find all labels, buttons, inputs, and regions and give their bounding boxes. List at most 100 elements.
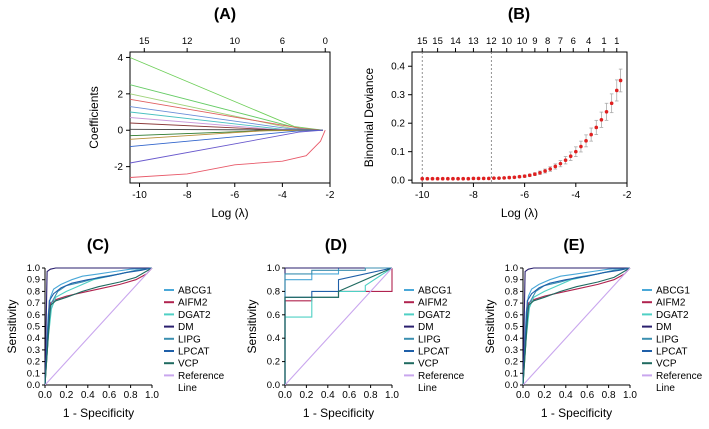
panel-label-b: (B) bbox=[508, 6, 530, 23]
deviance-point bbox=[563, 158, 568, 163]
coef-path-0 bbox=[129, 57, 323, 131]
legend-label-aifm2: AIFM2 bbox=[418, 298, 448, 309]
x-tick-label: 0.4 bbox=[559, 390, 573, 401]
deviance-point bbox=[466, 176, 471, 181]
deviance-point bbox=[430, 176, 435, 181]
deviance-point bbox=[507, 175, 512, 180]
legend-label-vcp: VCP bbox=[656, 359, 677, 370]
roc-plot-d: 0.0 0.2 0.4 0.6 0.8 1.0 0.0 0.2 0.4 0.6 0.8 1.0 1 - … bbox=[245, 263, 399, 420]
top-tick-label: 7 bbox=[558, 36, 563, 47]
x-tick-label: -6 bbox=[520, 190, 529, 201]
legend-label-vcp: VCP bbox=[178, 359, 199, 370]
roc-curve-vcp bbox=[284, 267, 393, 385]
deviance-point bbox=[568, 154, 573, 159]
x-axis-label: 1 - Specificity bbox=[63, 406, 134, 420]
x-tick-label: 0.4 bbox=[81, 390, 95, 401]
y-axis-label: Coefficients bbox=[87, 86, 101, 148]
x-axis-label: 1 - Specificity bbox=[303, 406, 374, 420]
y-tick-label: 0.0 bbox=[27, 380, 40, 391]
roc-curve-reference-line bbox=[44, 267, 153, 386]
roc-curve-aifm2 bbox=[44, 267, 153, 386]
deviance-point bbox=[425, 176, 430, 181]
top-tick-label: 4 bbox=[586, 36, 591, 47]
y-axis-label: Sensitivity bbox=[245, 299, 259, 353]
deviance-point bbox=[517, 174, 522, 179]
top-tick-label: 10 bbox=[229, 36, 240, 47]
y-tick-label: 0.1 bbox=[27, 368, 40, 379]
y-tick-label: 0.0 bbox=[505, 380, 518, 391]
binomial-deviance-plot: -10 -8 -6 -4 -20.00.10.20.30.415 15 14 13 12 10 10… bbox=[362, 36, 632, 220]
deviance-point bbox=[618, 78, 623, 83]
y-tick-label: 0.5 bbox=[505, 322, 518, 333]
deviance-point bbox=[435, 176, 440, 181]
x-tick-label: 0.2 bbox=[537, 390, 551, 401]
legend-label-dgat2: DGAT2 bbox=[178, 310, 211, 321]
legend-label-aifm2: AIFM2 bbox=[178, 298, 208, 309]
deviance-point bbox=[461, 176, 465, 181]
y-axis-label: Sensitivity bbox=[5, 299, 19, 353]
deviance-point bbox=[440, 176, 445, 181]
deviance-point bbox=[512, 175, 517, 180]
plot-frame bbox=[129, 51, 331, 184]
top-tick-label: 12 bbox=[182, 36, 193, 47]
roc-plot-c: 0.0 0.2 0.4 0.6 0.8 1.00.00.10.20.30.40.50.60… bbox=[5, 263, 159, 420]
top-tick-label: 12 bbox=[486, 36, 497, 47]
legend-label-abcg1: ABCG1 bbox=[418, 286, 452, 297]
y-tick-label: 0.0 bbox=[267, 380, 280, 391]
legend-label-dm: DM bbox=[418, 322, 434, 333]
top-tick-label: 6 bbox=[280, 36, 285, 47]
y-axis-label: Sensitivity bbox=[483, 299, 497, 353]
y-tick-label: 0.8 bbox=[267, 286, 280, 297]
x-axis-label: Log (λ) bbox=[211, 206, 248, 220]
x-tick-label: 0.8 bbox=[364, 390, 378, 401]
x-tick-label: 1.0 bbox=[385, 390, 399, 401]
x-tick-label: -10 bbox=[132, 190, 147, 201]
y-tick-label: 4 bbox=[117, 53, 123, 64]
y-tick-label: 0.9 bbox=[505, 275, 518, 286]
top-tick-label: 1 bbox=[601, 36, 606, 47]
deviance-point bbox=[594, 125, 599, 130]
y-tick-label: 0.2 bbox=[267, 357, 280, 368]
y-tick-label: -2 bbox=[114, 162, 123, 173]
legend-label-dgat2: DGAT2 bbox=[656, 310, 689, 321]
x-tick-label: -2 bbox=[623, 190, 632, 201]
deviance-point bbox=[543, 169, 547, 173]
y-tick-label: 0.1 bbox=[391, 147, 405, 158]
panel-label-d: (D) bbox=[325, 237, 347, 254]
y-tick-label: 0 bbox=[117, 126, 123, 137]
y-tick-label: 0.3 bbox=[391, 90, 405, 101]
x-axis-label: 1 - Specificity bbox=[541, 406, 612, 420]
panel-label-e: (E) bbox=[563, 237, 584, 254]
x-tick-label: 0.8 bbox=[124, 390, 138, 401]
deviance-point bbox=[451, 176, 455, 181]
x-tick-label: 0.2 bbox=[299, 390, 313, 401]
deviance-point bbox=[604, 110, 609, 114]
x-tick-label: 0.0 bbox=[38, 390, 52, 401]
legend-label-reference: Reference bbox=[178, 371, 225, 382]
deviance-point bbox=[614, 88, 619, 93]
plot-frame bbox=[411, 51, 628, 184]
y-tick-label: 0.3 bbox=[27, 345, 40, 356]
coef-path-12 bbox=[129, 129, 323, 164]
y-tick-label: 1.0 bbox=[505, 263, 518, 274]
y-tick-label: 0.8 bbox=[27, 286, 40, 297]
x-tick-label: 0.0 bbox=[278, 390, 292, 401]
deviance-point bbox=[481, 176, 486, 181]
y-tick-label: 0.6 bbox=[267, 310, 280, 321]
x-tick-label: 0.6 bbox=[102, 390, 116, 401]
roc-curve-dm bbox=[522, 267, 630, 386]
deviance-point bbox=[502, 176, 506, 180]
panel-label-a: (A) bbox=[214, 6, 236, 23]
top-tick-label: 6 bbox=[571, 36, 576, 47]
y-axis-label: Binomial Deviance bbox=[362, 67, 376, 167]
roc-curve-vcp bbox=[522, 267, 631, 386]
panel-label-c: (C) bbox=[87, 237, 109, 254]
legend-label-dm: DM bbox=[178, 322, 194, 333]
y-tick-label: 2 bbox=[117, 89, 123, 100]
x-tick-label: 0.6 bbox=[580, 390, 594, 401]
legend-label-lpcat: LPCAT bbox=[418, 347, 450, 358]
x-tick-label: -10 bbox=[415, 190, 430, 201]
y-tick-label: 1.0 bbox=[267, 263, 280, 274]
y-tick-label: 0.4 bbox=[267, 333, 280, 344]
